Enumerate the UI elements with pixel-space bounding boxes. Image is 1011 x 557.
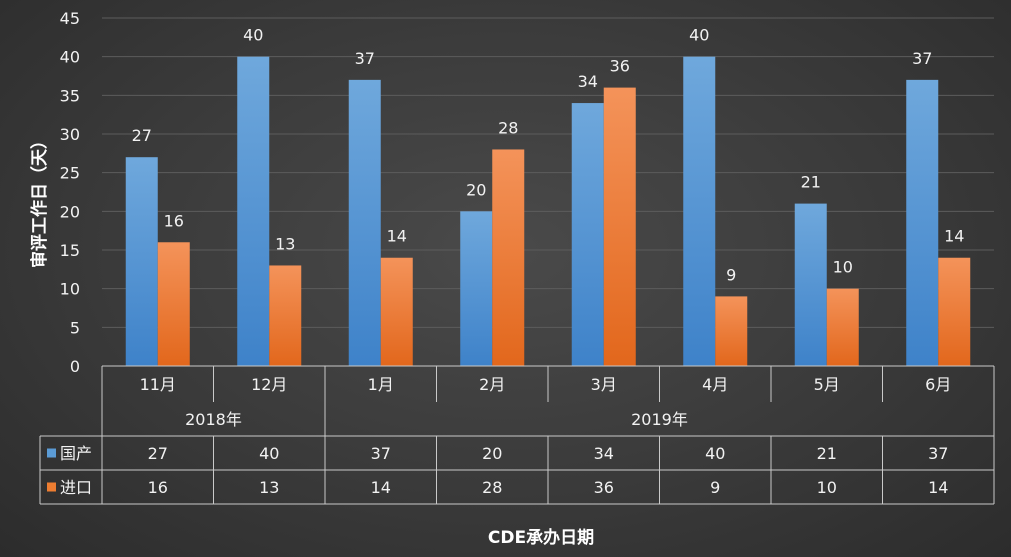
- table-cell-value: 28: [482, 478, 502, 497]
- x-tick-label: 12月: [251, 375, 287, 394]
- y-axis-title: 审评工作日（天）: [29, 132, 50, 268]
- table-cell-value: 9: [710, 478, 720, 497]
- bar-value-label: 21: [801, 173, 821, 192]
- y-tick-label: 10: [60, 280, 80, 299]
- bar-series1: [237, 56, 270, 367]
- y-tick-label: 25: [60, 164, 80, 183]
- bar-series1: [348, 79, 381, 366]
- table-cell-value: 13: [259, 478, 279, 497]
- bar-series2: [380, 257, 413, 366]
- bar-value-label: 16: [164, 211, 184, 230]
- bar-value-label: 28: [498, 118, 518, 137]
- bar-series2: [603, 87, 636, 366]
- bar-series2: [492, 149, 525, 366]
- bar-series2: [157, 242, 190, 366]
- bar-series2: [938, 257, 971, 366]
- bar-series2: [826, 288, 859, 366]
- y-tick-label: 0: [70, 357, 80, 376]
- bar-value-label: 40: [243, 26, 263, 45]
- bar-value-label: 40: [689, 26, 709, 45]
- bar-series1: [794, 203, 827, 366]
- table-cell-value: 40: [705, 444, 725, 463]
- y-tick-label: 5: [70, 318, 80, 337]
- bar-series2: [715, 296, 748, 366]
- x-group-label: 2018年: [185, 410, 242, 429]
- legend-label: 进口: [60, 478, 92, 497]
- bar-value-label: 36: [610, 57, 630, 76]
- y-tick-label: 45: [60, 9, 80, 28]
- legend-swatch: [47, 448, 56, 458]
- bar-value-label: 34: [578, 72, 598, 91]
- y-tick-label: 40: [60, 48, 80, 67]
- bar-series1: [460, 211, 493, 366]
- x-tick-label: 3月: [591, 375, 617, 394]
- table-cell-value: 34: [594, 444, 614, 463]
- legend-swatch: [47, 482, 56, 492]
- x-group-label: 2019年: [631, 410, 688, 429]
- x-tick-label: 6月: [925, 375, 951, 394]
- bar-value-label: 14: [944, 227, 964, 246]
- table-cell-value: 21: [817, 444, 837, 463]
- bar-series1: [683, 56, 716, 367]
- bar-value-label: 13: [275, 234, 295, 253]
- bar-value-label: 9: [726, 265, 736, 284]
- bar-series2: [269, 265, 302, 366]
- table-cell-value: 14: [928, 478, 948, 497]
- x-tick-label: 2月: [479, 375, 505, 394]
- bar-value-label: 14: [387, 227, 407, 246]
- y-tick-label: 20: [60, 202, 80, 221]
- bar-series1: [571, 103, 604, 367]
- y-tick-label: 30: [60, 125, 80, 144]
- bar-value-label: 27: [132, 126, 152, 145]
- legend-label: 国产: [60, 444, 92, 463]
- data-labels: 27 16 40 13 37 14 20 28 34 36 40 9 21 10 37 14: [132, 26, 965, 285]
- x-tick-label: 11月: [140, 375, 176, 394]
- x-tick-label: 5月: [814, 375, 840, 394]
- table-cell-value: 36: [594, 478, 614, 497]
- table-cell-value: 14: [371, 478, 391, 497]
- bar-value-label: 20: [466, 180, 486, 199]
- bars: [125, 56, 971, 367]
- table-cell-value: 40: [259, 444, 279, 463]
- x-axis-title: CDE承办日期: [488, 527, 594, 548]
- y-tick-label: 35: [60, 86, 80, 105]
- table-cell-value: 37: [371, 444, 391, 463]
- table-cell-value: 20: [482, 444, 502, 463]
- x-tick-label: 4月: [702, 375, 728, 394]
- y-tick-label: 15: [60, 241, 80, 260]
- table-cell-value: 37: [928, 444, 948, 463]
- bar-value-label: 10: [833, 258, 853, 277]
- table-cell-value: 16: [148, 478, 168, 497]
- table-cell-value: 10: [817, 478, 837, 497]
- bar-value-label: 37: [912, 49, 932, 68]
- gridlines: [102, 17, 994, 367]
- bar-series1: [906, 79, 939, 366]
- table-cell-value: 27: [148, 444, 168, 463]
- y-axis: 0 5 10 15 20 25 30 35 40 45: [60, 9, 80, 376]
- bar-series1: [125, 157, 158, 366]
- bar-value-label: 37: [355, 49, 375, 68]
- x-tick-label: 1月: [368, 375, 394, 394]
